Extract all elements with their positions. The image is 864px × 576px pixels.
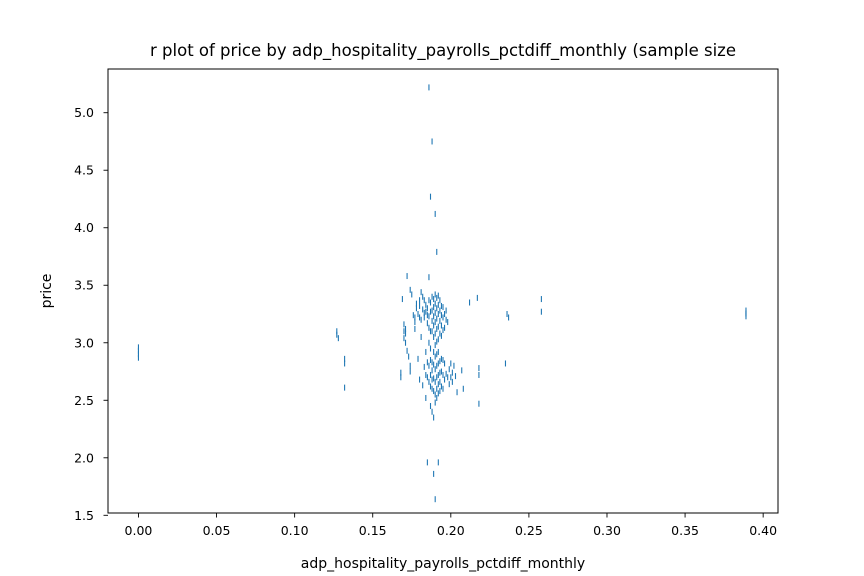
plot-area-frame bbox=[107, 68, 779, 514]
y-tick-label: 5.0 bbox=[74, 105, 94, 120]
y-tick-label: 2.5 bbox=[74, 393, 94, 408]
scatter-marks bbox=[137, 84, 747, 503]
chart-title: r plot of price by adp_hospitality_payro… bbox=[150, 41, 736, 61]
x-tick-label: 0.40 bbox=[749, 523, 777, 538]
y-tick-label: 3.5 bbox=[74, 278, 94, 293]
x-tick-label: 0.30 bbox=[593, 523, 621, 538]
y-axis-label: price bbox=[39, 274, 55, 309]
x-tick-label: 0.25 bbox=[515, 523, 543, 538]
y-tick-label: 4.5 bbox=[74, 163, 94, 178]
x-tick-label: 0.35 bbox=[671, 523, 699, 538]
x-tick-label: 0.05 bbox=[203, 523, 231, 538]
x-tick-label: 0.15 bbox=[359, 523, 387, 538]
x-tick-label: 0.00 bbox=[125, 523, 153, 538]
y-tick-label: 1.5 bbox=[74, 508, 94, 523]
y-axis-ticks: 1.5 2.0 2.5 3.0 3.5 4.0 4.5 5.0 bbox=[74, 105, 108, 523]
y-tick-label: 2.0 bbox=[74, 450, 94, 465]
x-tick-label: 0.20 bbox=[437, 523, 465, 538]
x-tick-label: 0.10 bbox=[281, 523, 309, 538]
x-axis-ticks: 0.00 0.05 0.10 0.15 0.20 0.25 0.30 0.35 0.40 bbox=[125, 513, 777, 538]
y-tick-label: 3.0 bbox=[74, 335, 94, 350]
y-tick-label: 4.0 bbox=[74, 220, 94, 235]
x-axis-label: adp_hospitality_payrolls_pctdiff_monthly bbox=[301, 556, 585, 572]
